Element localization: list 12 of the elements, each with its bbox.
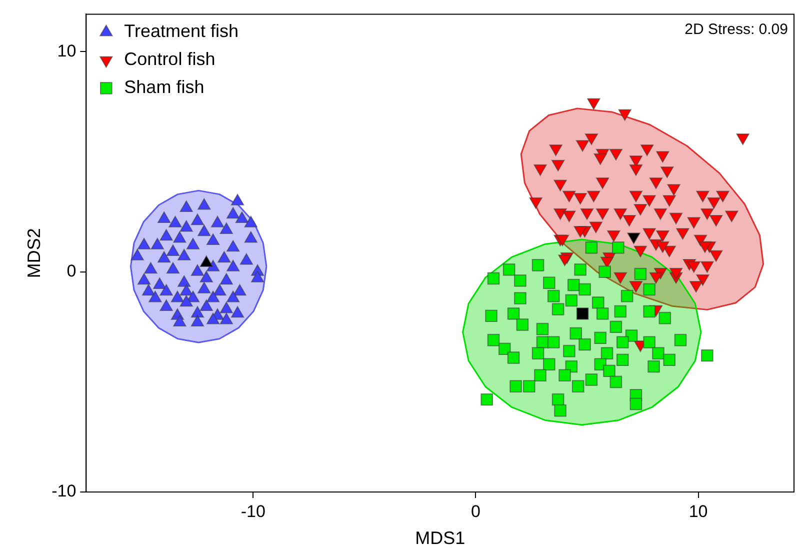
y-tick-label: 0: [66, 262, 76, 281]
x-tick-label: 0: [470, 502, 480, 521]
y-tick-label: -10: [52, 482, 76, 501]
x-tick-label: 10: [688, 502, 708, 521]
legend-label: Sham fish: [124, 77, 204, 98]
x-tick-label: -10: [240, 502, 266, 521]
legend-label: Treatment fish: [124, 21, 239, 42]
legend-label: Control fish: [124, 49, 216, 70]
x-axis-title: MDS1: [415, 528, 466, 548]
annotation: 2D Stress: 0.09: [684, 20, 788, 38]
y-axis-title: MDS2: [24, 228, 44, 278]
y-tick-label: 10: [57, 41, 76, 60]
